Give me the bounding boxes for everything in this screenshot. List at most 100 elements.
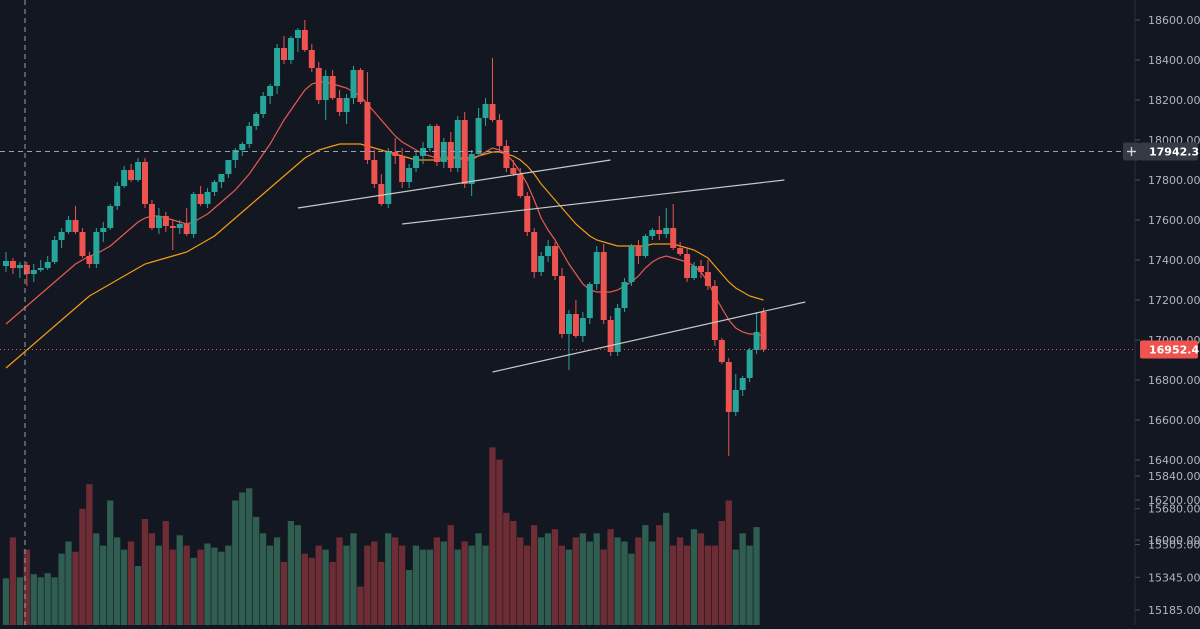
candle-body[interactable] xyxy=(100,228,107,232)
candle-body[interactable] xyxy=(308,50,315,68)
candle-body[interactable] xyxy=(315,68,322,100)
candle-body[interactable] xyxy=(691,266,698,278)
candle-body[interactable] xyxy=(565,314,572,334)
candle-body[interactable] xyxy=(211,182,218,192)
candle-body[interactable] xyxy=(746,350,753,378)
candle-body[interactable] xyxy=(162,216,169,226)
candle-body[interactable] xyxy=(503,146,510,168)
candle-body[interactable] xyxy=(711,286,718,340)
candle-body[interactable] xyxy=(753,332,760,350)
candle-body[interactable] xyxy=(135,162,142,180)
trendline[interactable] xyxy=(402,179,785,225)
candle-body[interactable] xyxy=(413,156,420,168)
candle-body[interactable] xyxy=(107,206,114,228)
candle-body[interactable] xyxy=(677,248,684,254)
candle-body[interactable] xyxy=(538,256,545,272)
candle-body[interactable] xyxy=(510,168,517,174)
candle-body[interactable] xyxy=(718,340,725,362)
candle-body[interactable] xyxy=(58,232,65,240)
candle-body[interactable] xyxy=(232,150,239,160)
candle-body[interactable] xyxy=(670,228,677,248)
candle-body[interactable] xyxy=(329,76,336,98)
candle-body[interactable] xyxy=(406,168,413,182)
candle-body[interactable] xyxy=(218,174,225,182)
candle-body[interactable] xyxy=(72,220,79,232)
candle-body[interactable] xyxy=(343,98,350,112)
candle-body[interactable] xyxy=(704,272,711,286)
candle-body[interactable] xyxy=(16,265,23,268)
candle-body[interactable] xyxy=(385,152,392,204)
candle-body[interactable] xyxy=(301,30,308,50)
candle-body[interactable] xyxy=(433,126,440,162)
candle-body[interactable] xyxy=(350,70,357,98)
candle-body[interactable] xyxy=(274,48,281,86)
candle-body[interactable] xyxy=(148,204,155,228)
candle-body[interactable] xyxy=(23,265,30,274)
candle-body[interactable] xyxy=(204,192,211,204)
candle-body[interactable] xyxy=(287,38,294,60)
candle-body[interactable] xyxy=(552,246,559,276)
candle-body[interactable] xyxy=(86,256,93,264)
candle-body[interactable] xyxy=(239,144,246,150)
candle-body[interactable] xyxy=(635,246,642,256)
candle-body[interactable] xyxy=(93,232,100,264)
candle-body[interactable] xyxy=(760,312,767,350)
price-axis[interactable] xyxy=(1134,0,1200,625)
candle-body[interactable] xyxy=(656,230,663,234)
candle-body[interactable] xyxy=(51,240,58,262)
candle-body[interactable] xyxy=(642,236,649,256)
candle-body[interactable] xyxy=(190,194,197,234)
candle-body[interactable] xyxy=(79,232,86,256)
candle-body[interactable] xyxy=(496,120,503,146)
candle-body[interactable] xyxy=(593,252,600,284)
candle-body[interactable] xyxy=(267,86,274,96)
candle-body[interactable] xyxy=(482,104,489,118)
candle-body[interactable] xyxy=(9,261,16,268)
candle-body[interactable] xyxy=(489,104,496,120)
candle-body[interactable] xyxy=(614,308,621,352)
candle-body[interactable] xyxy=(378,184,385,204)
candle-body[interactable] xyxy=(197,194,204,204)
candle-body[interactable] xyxy=(30,270,37,274)
candle-body[interactable] xyxy=(260,96,267,114)
candle-body[interactable] xyxy=(559,276,565,334)
candle-body[interactable] xyxy=(545,246,552,256)
candle-body[interactable] xyxy=(517,174,524,196)
candle-body[interactable] xyxy=(65,220,72,232)
candle-body[interactable] xyxy=(121,170,128,186)
candle-body[interactable] xyxy=(114,186,121,206)
candle-body[interactable] xyxy=(142,162,148,204)
candle-body[interactable] xyxy=(225,160,232,174)
candle-body[interactable] xyxy=(607,320,614,352)
candle-body[interactable] xyxy=(246,126,253,144)
candle-body[interactable] xyxy=(364,102,371,160)
candle-body[interactable] xyxy=(454,120,461,168)
candle-body[interactable] xyxy=(399,156,406,182)
candle-body[interactable] xyxy=(468,154,475,184)
candle-body[interactable] xyxy=(739,378,746,390)
trendline[interactable] xyxy=(297,159,611,209)
candle-body[interactable] xyxy=(586,284,593,318)
candle-body[interactable] xyxy=(294,30,301,38)
candle-body[interactable] xyxy=(155,216,162,228)
candle-body[interactable] xyxy=(572,314,579,336)
candle-body[interactable] xyxy=(475,118,482,154)
candle-body[interactable] xyxy=(322,76,329,100)
candle-body[interactable] xyxy=(336,98,343,112)
candle-body[interactable] xyxy=(531,232,538,272)
candle-body[interactable] xyxy=(698,266,704,272)
candle-body[interactable] xyxy=(371,160,378,184)
trendlines[interactable] xyxy=(297,159,806,373)
candle-body[interactable] xyxy=(3,261,9,266)
candle-body[interactable] xyxy=(600,252,607,320)
candle-body[interactable] xyxy=(461,120,468,184)
candle-body[interactable] xyxy=(281,48,287,60)
candle-body[interactable] xyxy=(628,246,635,282)
candle-body[interactable] xyxy=(392,152,399,156)
candle-body[interactable] xyxy=(44,262,51,268)
trendline[interactable] xyxy=(492,301,806,373)
candle-body[interactable] xyxy=(426,126,433,148)
candle-body[interactable] xyxy=(684,254,691,278)
candle-body[interactable] xyxy=(128,170,135,180)
